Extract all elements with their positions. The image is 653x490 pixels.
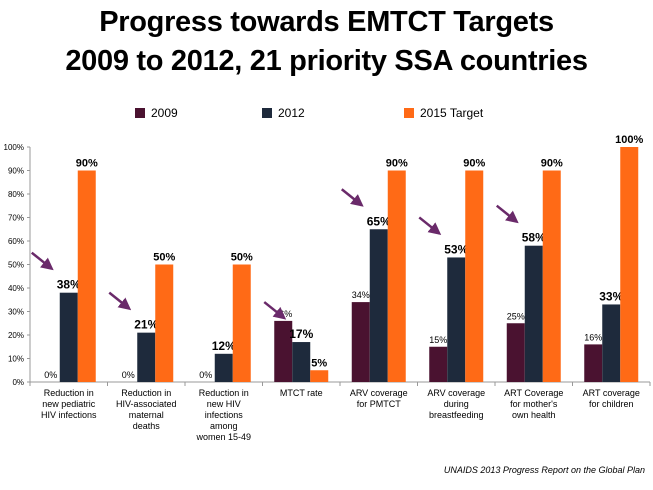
data-label: 38% [57,278,81,292]
chart-title-line2: 2009 to 2012, 21 priority SSA countries [65,45,588,77]
category-label: ARV coverage for PMTCT [350,388,408,409]
y-tick-label: 0% [12,378,24,387]
data-label: 90% [76,158,98,170]
arrow-icon [108,291,132,311]
y-tick-label: 60% [8,237,24,246]
category-label: ART coverage for children [583,388,640,409]
legend-swatch-2 [404,108,414,118]
data-label: 100% [615,134,643,146]
data-label: 0% [122,370,135,380]
bar-2015-target [77,170,96,382]
legend-label-1: 2012 [278,106,305,120]
data-label: 90% [386,158,408,170]
category-label: MTCT rate [280,388,323,398]
data-label: 16% [584,332,602,342]
category-label: Reduction in HIV-associated maternal deaths [116,388,177,431]
bar-2012 [369,229,388,382]
source-note: UNAIDS 2013 Progress Report on the Globa… [443,465,645,475]
arrow-icon [30,251,54,271]
bar-2009 [429,346,448,382]
bar-2012 [59,292,78,382]
y-tick-label: 20% [8,331,24,340]
category-label: ART Coverage for mother's own health [504,388,563,420]
bar-chart: 2009 2012 2015 Target 0% 10% 20% 30% 40% 50% 60% 7… [4,106,651,442]
y-tick-label: 10% [8,355,24,364]
data-label: 34% [352,290,370,300]
bar-2009 [274,320,293,382]
bar-2009 [584,344,603,382]
y-tick-label: 90% [8,167,24,176]
data-label: 5% [311,357,327,369]
arrow-icon [340,188,364,207]
bar-2012 [524,245,543,382]
y-tick-label: 100% [4,143,24,152]
data-label: 58% [522,231,546,245]
legend-swatch-0 [135,108,145,118]
bar-2015-target [542,170,561,382]
data-label: 33% [599,289,623,303]
bar-2015-target [465,170,484,382]
data-label: 65% [367,214,391,228]
bar-2009 [351,302,370,382]
y-tick-label: 50% [8,261,24,270]
chart-title-line1: Progress towards EMTCT Targets [99,6,554,38]
data-label: 90% [463,158,485,170]
legend-swatch-1 [262,108,272,118]
data-label: 12% [212,339,236,353]
bar-2012 [602,304,621,382]
data-label: 50% [153,252,175,264]
data-label: 15% [429,335,447,345]
bar-2015-target [232,264,251,382]
bar-2015-target [620,147,639,382]
bar-2015-target [310,370,329,382]
arrow-icon [263,301,287,320]
category-label: ARV coverage during breastfeeding [427,388,485,420]
data-label: 0% [44,370,57,380]
data-label: 21% [134,318,158,332]
category-label: Reduction in new pediatric HIV infections [41,388,97,420]
data-label: 0% [199,370,212,380]
arrow-icon [418,216,442,236]
y-tick-label: 40% [8,284,24,293]
bar-2012 [292,342,311,382]
data-label: 90% [541,158,563,170]
bar-2015-target [387,170,406,382]
legend-label-0: 2009 [151,106,178,120]
legend-label-2: 2015 Target [420,106,484,120]
data-label: 50% [231,252,253,264]
y-tick-label: 80% [8,190,24,199]
bar-2009 [506,323,525,382]
bar-2012 [214,353,233,382]
category-label: Reduction in new HIV infections among women … [195,388,251,442]
bar-2012 [447,257,466,382]
data-label: 17% [289,327,313,341]
data-label: 53% [444,242,468,256]
y-tick-label: 70% [8,214,24,223]
arrow-icon [495,204,519,224]
bar-2015-target [155,264,174,382]
y-tick-label: 30% [8,308,24,317]
bar-2012 [137,332,156,382]
data-label: 25% [507,311,525,321]
